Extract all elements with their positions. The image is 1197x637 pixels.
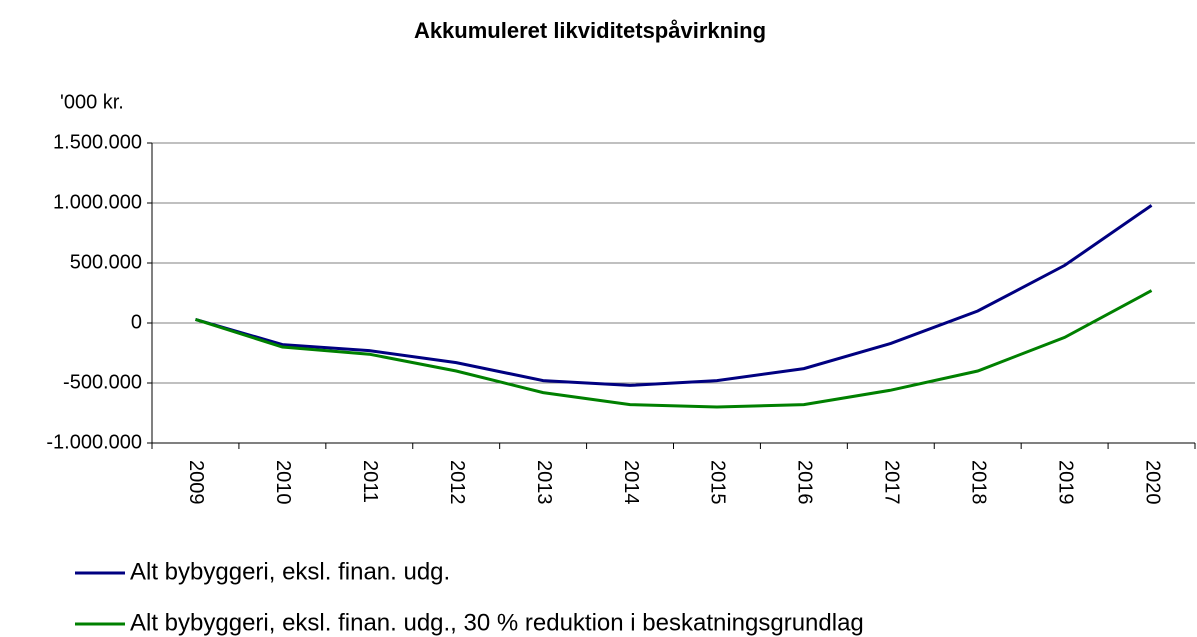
y-tick-label: 0 — [131, 311, 142, 333]
y-tick-label: 500.000 — [70, 251, 142, 273]
legend-label: Alt bybyggeri, eksl. finan. udg., 30 % r… — [130, 609, 864, 636]
x-tick-label: 2009 — [185, 460, 207, 505]
legend-label: Alt bybyggeri, eksl. finan. udg. — [130, 558, 450, 585]
x-tick-label: 2018 — [967, 460, 989, 505]
line-series — [195, 204, 1153, 387]
y-tick-label: 1.500.000 — [53, 131, 142, 153]
y-tick-label: 1.000.000 — [53, 191, 142, 213]
x-tick-label: 2017 — [881, 460, 903, 505]
x-tick-label: 2010 — [272, 460, 294, 505]
x-tick-label: 2020 — [1141, 460, 1163, 505]
chart-title: Akkumuleret likviditetspåvirkning — [414, 18, 766, 43]
x-tick-label: 2013 — [533, 460, 555, 505]
line-series — [195, 289, 1153, 409]
x-tick-label: 2016 — [794, 460, 816, 505]
y-axis-label: '000 kr. — [60, 91, 124, 113]
y-tick-label: -1.000.000 — [46, 431, 142, 453]
x-tick-label: 2012 — [446, 460, 468, 505]
x-tick-label: 2014 — [620, 460, 642, 505]
x-tick-label: 2011 — [359, 460, 381, 503]
x-tick-label: 2019 — [1054, 460, 1076, 505]
x-tick-label: 2015 — [707, 460, 729, 505]
y-tick-label: -500.000 — [63, 371, 142, 393]
